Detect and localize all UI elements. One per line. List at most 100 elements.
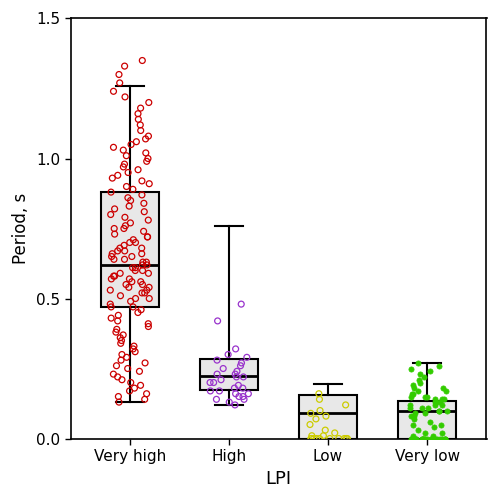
PathPatch shape <box>398 400 456 438</box>
X-axis label: LPI: LPI <box>265 470 291 488</box>
Point <box>138 250 146 258</box>
Point <box>420 434 428 442</box>
Point <box>138 244 146 252</box>
PathPatch shape <box>101 192 159 307</box>
Point <box>111 272 119 280</box>
Point <box>408 434 416 442</box>
Point <box>232 390 240 398</box>
Point <box>430 424 438 432</box>
Point <box>125 284 133 292</box>
Point <box>438 420 446 428</box>
Point <box>108 250 116 258</box>
Point <box>135 368 143 376</box>
Point <box>116 270 124 278</box>
Point <box>421 410 429 418</box>
Point <box>144 322 152 330</box>
Point <box>114 172 122 179</box>
Point <box>144 270 152 278</box>
Point <box>429 434 437 442</box>
Point <box>312 434 320 442</box>
Point <box>115 70 123 78</box>
Point <box>132 138 140 145</box>
Point <box>118 376 126 384</box>
Point <box>110 224 118 232</box>
Point <box>129 264 137 272</box>
Point <box>137 278 145 285</box>
Point <box>120 242 128 250</box>
Point <box>342 401 350 409</box>
Point <box>127 378 135 386</box>
Point <box>321 426 329 434</box>
Point <box>127 298 135 306</box>
Point <box>240 373 248 381</box>
Point <box>315 396 323 404</box>
Point <box>438 429 446 437</box>
Point <box>233 368 241 376</box>
Point <box>216 387 224 395</box>
Point <box>312 415 320 423</box>
Point <box>143 286 151 294</box>
Point <box>315 434 323 442</box>
Point <box>316 406 324 414</box>
Point <box>407 392 415 400</box>
Point <box>137 382 145 390</box>
Point <box>240 396 248 404</box>
PathPatch shape <box>200 358 258 390</box>
Point <box>141 289 149 297</box>
Point <box>142 258 150 266</box>
Point <box>410 384 418 392</box>
Point <box>131 348 139 356</box>
Point <box>112 362 120 370</box>
Point <box>109 144 117 152</box>
Point <box>107 314 115 322</box>
Point <box>407 412 415 420</box>
Point <box>110 256 118 264</box>
Point <box>125 275 133 283</box>
Point <box>122 280 130 288</box>
Point <box>217 376 225 384</box>
Point <box>432 434 440 442</box>
Point <box>131 264 139 272</box>
Point <box>414 387 422 395</box>
Point <box>138 261 146 269</box>
Point <box>412 434 420 442</box>
Point <box>114 312 122 320</box>
Point <box>125 202 133 210</box>
Point <box>343 434 351 442</box>
Point <box>423 392 431 400</box>
Point <box>232 345 240 353</box>
Point <box>310 434 318 442</box>
Point <box>124 168 132 176</box>
Point <box>140 200 148 207</box>
Point <box>315 390 323 398</box>
Point <box>142 135 150 143</box>
Point <box>138 280 146 288</box>
Point <box>139 266 147 274</box>
Point <box>116 334 124 342</box>
Point <box>116 244 124 252</box>
Point <box>306 420 314 428</box>
Point <box>436 398 444 406</box>
Point <box>129 345 137 353</box>
Point <box>439 384 447 392</box>
Point <box>117 356 125 364</box>
Point <box>107 188 115 196</box>
Point <box>210 378 218 386</box>
Point <box>126 219 134 227</box>
Point <box>335 434 343 442</box>
Point <box>233 373 241 381</box>
Point <box>114 317 122 325</box>
Point <box>140 228 148 235</box>
Point <box>438 401 446 409</box>
Point <box>128 278 136 285</box>
Point <box>239 384 247 392</box>
Point <box>441 434 449 442</box>
Point <box>122 152 130 160</box>
Point <box>127 196 135 204</box>
Point <box>418 404 426 411</box>
Point <box>442 387 450 395</box>
Point <box>130 384 138 392</box>
Point <box>410 412 418 420</box>
Point <box>143 158 151 166</box>
Point <box>438 396 446 404</box>
